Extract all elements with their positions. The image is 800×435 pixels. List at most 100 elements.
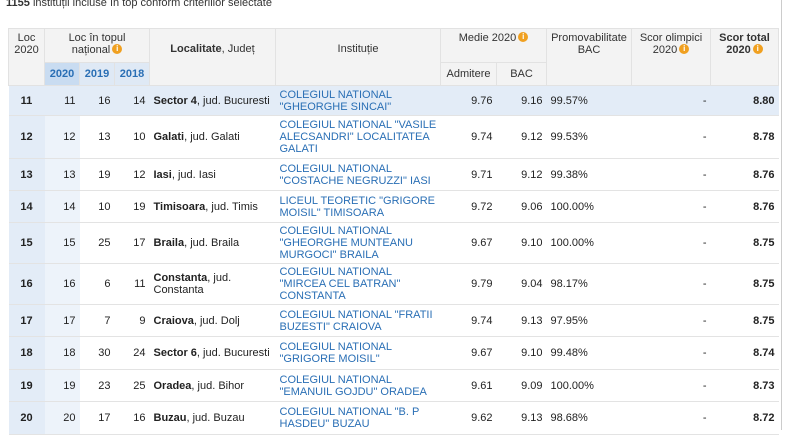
total: 8.74: [710, 336, 779, 370]
rank-2020: 17: [44, 304, 80, 337]
admitere: 9.61: [440, 369, 497, 402]
admitere: 9.67: [440, 222, 497, 264]
institution-link[interactable]: COLEGIUL NATIONAL "FRATII BUZESTI" CRAIO…: [279, 308, 433, 333]
rank-2019: 13: [79, 115, 115, 159]
city: Iasi: [153, 168, 172, 181]
institution-link[interactable]: COLEGIUL NATIONAL "GRIGORE MOISIL": [279, 341, 392, 365]
bac: 9.16: [496, 85, 547, 116]
year-header[interactable]: 2018: [114, 62, 150, 86]
promovabilitate: 99.57%: [546, 85, 632, 116]
institution-link[interactable]: COLEGIUL NATIONAL "VASILE ALECSANDRI" LO…: [279, 119, 437, 155]
rank-2019: 10: [79, 190, 115, 223]
summary: 1155 instituții incluse în top conform c…: [6, 0, 272, 9]
county: , jud. Timis: [205, 200, 258, 213]
header-total: Scor total 2020 i: [710, 28, 779, 86]
rank-2020: 18: [44, 336, 80, 370]
institution-link[interactable]: COLEGIUL NATIONAL "GHEORGHE MUNTEANU MUR…: [279, 225, 413, 261]
institutie: COLEGIUL NATIONAL "FRATII BUZESTI" CRAIO…: [275, 304, 441, 337]
county: , jud. Iasi: [171, 168, 216, 181]
total: 8.75: [710, 304, 779, 337]
total-value: 8.80: [753, 94, 775, 107]
header-localitate: Localitate, Județ: [149, 28, 276, 86]
rank-2018: 17: [114, 222, 150, 264]
institution-link[interactable]: COLEGIUL NATIONAL "B. P HASDEU" BUZAU: [279, 406, 420, 430]
total-value: 8.75: [753, 314, 775, 327]
institution-link[interactable]: COLEGIUL NATIONAL "COSTACHE NEGRUZZI" IA…: [279, 162, 431, 187]
localitate: Braila, jud. Braila: [149, 222, 276, 264]
localitate: Craiova, jud. Dolj: [149, 304, 276, 337]
bac: 9.10: [496, 336, 547, 370]
count: 1155: [6, 0, 30, 9]
institutie: COLEGIUL NATIONAL "EMANUIL GOJDU" ORADEA: [275, 369, 441, 402]
localitate: Constanta, jud. Constanta: [149, 263, 276, 305]
admitere: 9.79: [440, 263, 497, 305]
loc: 15: [8, 222, 45, 264]
loc: 13: [8, 158, 45, 191]
rank-2018: 10: [114, 115, 150, 159]
info-icon[interactable]: i: [752, 44, 763, 54]
institution-link[interactable]: COLEGIUL NATIONAL "MIRCEA CEL BATRAN" CO…: [279, 266, 401, 302]
header-national: Loc în topul național i: [44, 28, 150, 63]
info-icon[interactable]: i: [112, 44, 123, 54]
total: 8.76: [710, 190, 779, 223]
localitate: Sector 6, jud. Bucuresti: [149, 336, 276, 370]
rank-2020: 12: [44, 115, 80, 159]
medie-subheader: BAC: [496, 62, 547, 86]
institutie: COLEGIUL NATIONAL "B. P HASDEU" BUZAU: [275, 401, 441, 435]
info-icon[interactable]: i: [679, 44, 690, 54]
row: 14 14 10 19 Timisoara, jud. Timis LICEUL TEOR…: [8, 190, 779, 223]
olimpici: -: [631, 304, 711, 337]
rank-2020: 19: [44, 369, 80, 402]
bac: 9.09: [496, 369, 547, 402]
info-icon[interactable]: i: [518, 32, 529, 42]
header-text: Instituție: [337, 43, 379, 55]
promovabilitate: 98.17%: [546, 263, 632, 305]
localitate: Sector 4, jud. Bucuresti: [149, 85, 276, 116]
total: 8.73: [710, 369, 779, 402]
rank-2019: 30: [79, 336, 115, 370]
promovabilitate: 99.38%: [546, 158, 632, 191]
header-text: Loc 2020: [14, 32, 39, 56]
loc: 12: [8, 115, 45, 159]
city: Buzau: [153, 412, 187, 424]
institutie: COLEGIUL NATIONAL "MIRCEA CEL BATRAN" CO…: [275, 263, 441, 305]
header-promovabilitate: Promovabilitate BAC: [546, 28, 632, 86]
year-header[interactable]: 2019: [79, 62, 115, 86]
promovabilitate: 97.95%: [546, 304, 632, 337]
olimpici: -: [631, 190, 711, 223]
institution-link[interactable]: COLEGIUL NATIONAL "EMANUIL GOJDU" ORADEA: [279, 373, 427, 398]
header-text: Promovabilitate BAC: [551, 32, 627, 56]
bac: 9.04: [496, 263, 547, 305]
institutie: COLEGIUL NATIONAL "VASILE ALECSANDRI" LO…: [275, 115, 441, 159]
row: 16 16 6 11 Constanta, jud. Constanta COLEGIUL…: [8, 263, 779, 305]
loc: 19: [8, 369, 45, 402]
header-text: Medie 2020: [458, 32, 517, 44]
institutie: COLEGIUL NATIONAL "GRIGORE MOISIL": [275, 336, 441, 370]
year-header[interactable]: 2020: [44, 62, 80, 86]
county: , jud. Bucuresti: [196, 347, 270, 359]
row: 19 19 23 25 Oradea, jud. Bihor COLEGIUL NATIO…: [8, 369, 779, 402]
county: , jud. Bucuresti: [196, 94, 270, 107]
bac: 9.13: [496, 304, 547, 337]
county: , jud. Buzau: [186, 412, 245, 424]
institutie: LICEUL TEORETIC "GRIGORE MOISIL" TIMISOA…: [275, 190, 441, 223]
promovabilitate: 99.48%: [546, 336, 632, 370]
institution-link[interactable]: LICEUL TEORETIC "GRIGORE MOISIL" TIMISOA…: [279, 194, 436, 219]
rank-2019: 19: [79, 158, 115, 191]
rank-2019: 25: [79, 222, 115, 264]
total-value: 8.74: [753, 347, 775, 359]
rank-2020: 11: [44, 85, 80, 116]
city: Timisoara: [153, 200, 206, 213]
header-institutie: Instituție: [275, 28, 441, 86]
institution-link[interactable]: COLEGIUL NATIONAL "GHEORGHE SINCAI": [279, 88, 392, 113]
row: 18 18 30 24 Sector 6, jud. Bucuresti COLEGIUL…: [8, 336, 779, 370]
rank-2018: 12: [114, 158, 150, 191]
total-value: 8.78: [753, 131, 775, 143]
county: , jud. Constanta: [153, 272, 232, 296]
bac: 9.06: [496, 190, 547, 223]
bac: 9.10: [496, 222, 547, 264]
total: 8.75: [710, 263, 779, 305]
total: 8.80: [710, 85, 779, 116]
olimpici: -: [631, 222, 711, 264]
